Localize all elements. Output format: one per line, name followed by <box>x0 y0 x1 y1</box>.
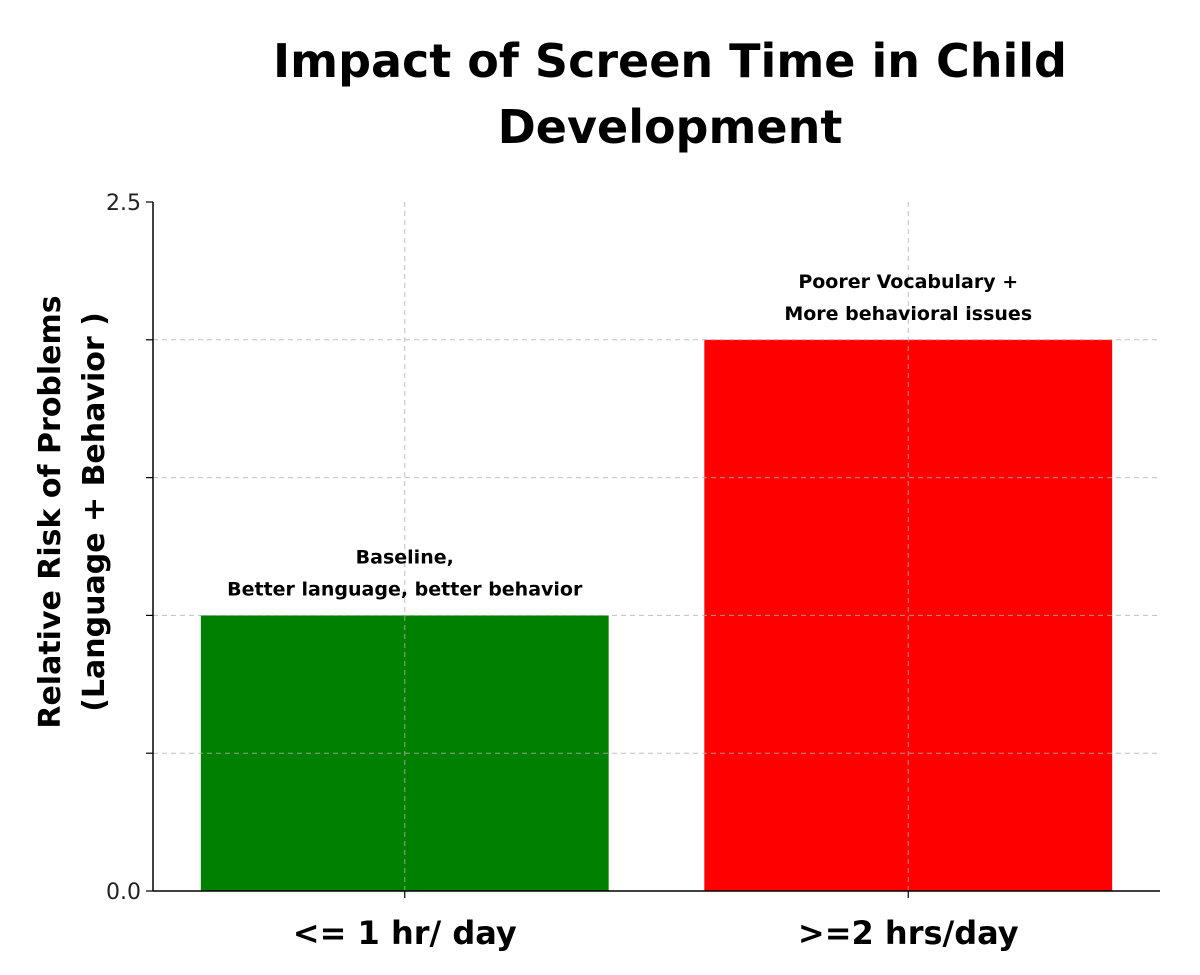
y-axis-label: Relative Risk of Problems (Language + Beh… <box>33 295 112 728</box>
axes-layer <box>146 201 1160 898</box>
bar-annotation-line: Poorer Vocabulary + <box>798 271 1018 293</box>
y-axis-label-line: (Language + Behavior ) <box>77 312 112 712</box>
x-tick-label: <= 1 hr/ day <box>293 914 517 952</box>
chart-title: Impact of Screen Time in Child Developme… <box>273 34 1067 154</box>
bar-annotation: Poorer Vocabulary + More behavioral issue… <box>784 271 1032 325</box>
labels-layer: 0.0 2.5 <= 1 hr/ day >=2 hrs/day Baseline, Be… <box>33 191 1032 952</box>
bar-annotation-line: Better language, better behavior <box>227 578 583 600</box>
y-tick-label: 0.0 <box>106 880 141 905</box>
grid-layer <box>153 202 1160 891</box>
y-axis-label-line: Relative Risk of Problems <box>33 295 68 728</box>
y-tick-label: 2.5 <box>106 191 141 216</box>
bar-annotation-line: Baseline, <box>356 546 454 568</box>
x-tick-label: >=2 hrs/day <box>798 914 1019 952</box>
bar-annotation-line: More behavioral issues <box>784 303 1032 325</box>
bar-annotation: Baseline, Better language, better behavio… <box>227 546 583 600</box>
